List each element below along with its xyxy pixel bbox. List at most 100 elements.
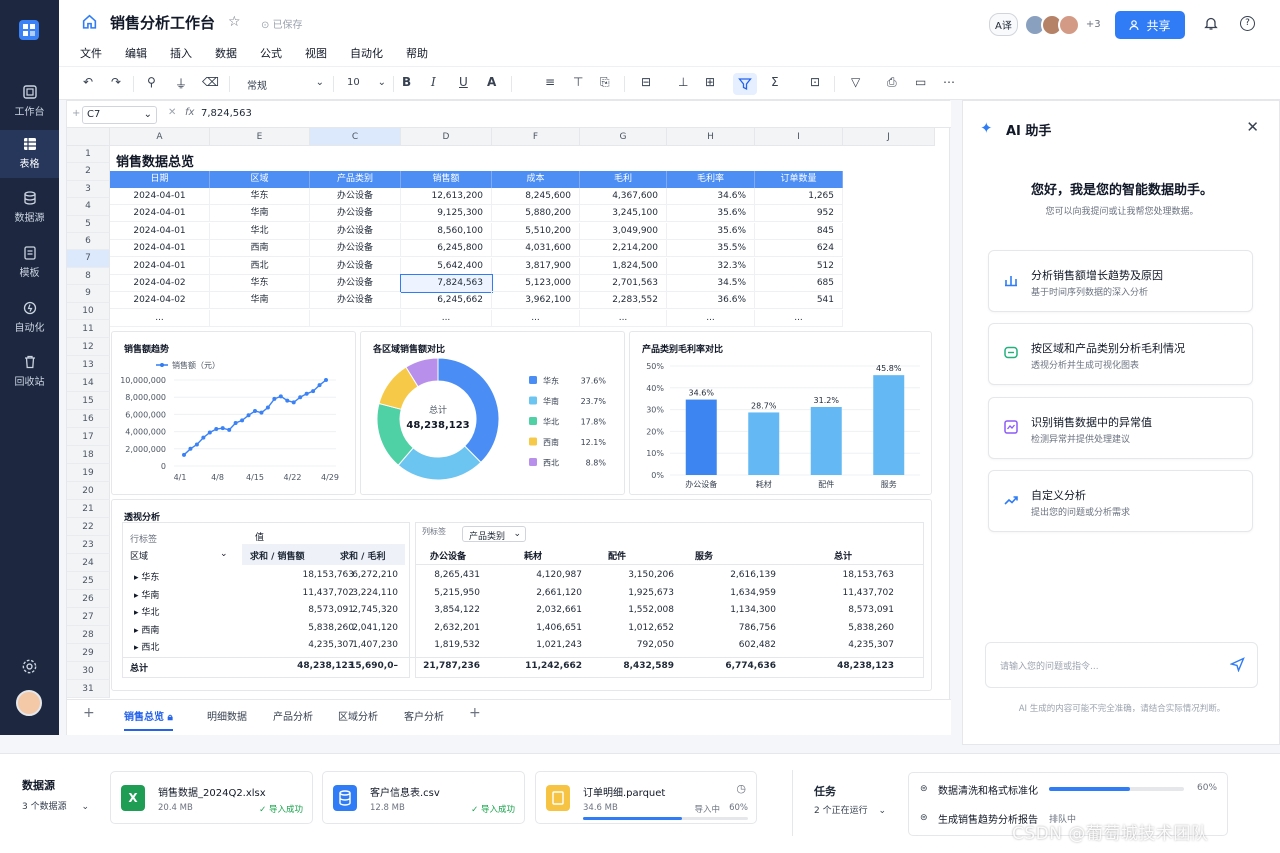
pivot-cell[interactable]: 8,432,589: [623, 660, 674, 671]
data-point[interactable]: [240, 418, 245, 423]
translate-button[interactable]: A译: [989, 13, 1018, 36]
pivot-cell[interactable]: 11,437,702: [302, 587, 354, 598]
pivot-cell[interactable]: 602,482: [738, 640, 776, 650]
chart-insert-icon[interactable]: ⊡: [810, 75, 821, 89]
pivot-column-header[interactable]: 总计: [834, 552, 853, 562]
data-point[interactable]: [311, 389, 316, 394]
data-point[interactable]: [304, 391, 309, 396]
table-cell[interactable]: 2024-04-02: [110, 292, 210, 310]
table-cell[interactable]: ...: [492, 309, 580, 327]
table-cell[interactable]: 685: [755, 275, 843, 292]
data-point[interactable]: [324, 378, 328, 382]
pivot-cell[interactable]: 15,690,0–: [349, 660, 398, 671]
data-point[interactable]: [272, 396, 277, 401]
tasks-count[interactable]: 2 个正在运行 ⌄: [814, 803, 886, 816]
table-cell[interactable]: 5,123,000: [492, 275, 580, 292]
table-cell[interactable]: 办公设备: [310, 257, 401, 275]
pivot-cell[interactable]: 1,925,673: [628, 587, 674, 598]
row-header[interactable]: 20: [67, 482, 110, 500]
row-header[interactable]: 31: [67, 680, 110, 698]
print-icon[interactable]: ⎙: [887, 75, 897, 89]
table-cell[interactable]: 5,642,400: [401, 257, 492, 275]
bar-chart-card[interactable]: 产品类别毛利率对比 0% 10% 20% 30% 40% 50% 34.6% 办公设备 28.7…: [629, 331, 932, 495]
freeze-icon[interactable]: ⊥: [678, 75, 689, 89]
table-cell[interactable]: 12,613,200: [401, 188, 492, 205]
table-cell[interactable]: 华北: [210, 222, 310, 240]
data-point[interactable]: [317, 383, 322, 388]
table-cell[interactable]: 2024-04-01: [110, 257, 210, 275]
data-point[interactable]: [182, 452, 186, 457]
pivot-cell[interactable]: 2,616,139: [730, 570, 776, 580]
pivot-cell[interactable]: 1,021,243: [536, 640, 582, 650]
row-header[interactable]: 23: [67, 536, 110, 554]
pivot-total-label[interactable]: 总计: [130, 661, 148, 674]
bar[interactable]: [810, 406, 842, 475]
table-cell[interactable]: 华东: [210, 275, 310, 292]
table-cell[interactable]: 6,245,800: [401, 240, 492, 258]
corner-header[interactable]: [67, 128, 110, 146]
table-cell[interactable]: 2024-04-02: [110, 275, 210, 292]
pivot-cell[interactable]: 5,838,260: [848, 622, 894, 633]
rail-item-sheets[interactable]: 表格: [0, 130, 59, 178]
collaborator-avatar[interactable]: [1057, 13, 1080, 36]
table-cell[interactable]: 5,510,200: [492, 222, 580, 240]
pivot-cell[interactable]: 6,272,210: [352, 570, 398, 580]
eraser-icon[interactable]: ⌫: [202, 75, 219, 89]
pivot-cell[interactable]: 4,235,307: [848, 640, 894, 650]
pivot-cell[interactable]: 8,573,091: [848, 605, 894, 615]
settings-icon[interactable]: [21, 658, 38, 675]
row-header[interactable]: 14: [67, 374, 110, 392]
task-item[interactable]: ⊜ 生成销售趋势分析报告 排队中: [908, 804, 1228, 833]
tab-sales-overview[interactable]: 销售总览 🔒︎: [124, 708, 173, 731]
file-card[interactable]: 客户信息表.csv 12.8 MB ✓ 导入成功: [322, 771, 525, 824]
table-cell[interactable]: 34.6%: [667, 188, 755, 205]
menu-help[interactable]: 帮助: [406, 47, 428, 60]
row-header[interactable]: 28: [67, 626, 110, 644]
file-card[interactable]: 订单明细.parquet 34.6 MB ◷ 导入中 60%: [535, 771, 757, 824]
pivot-cell[interactable]: 8,573,091: [308, 605, 354, 615]
merge-cells-icon[interactable]: ⊟: [641, 75, 652, 89]
pivot-cell[interactable]: 1,552,008: [628, 605, 674, 615]
table-cell[interactable]: 541: [755, 292, 843, 310]
send-icon[interactable]: [1230, 657, 1245, 672]
pivot-column-header[interactable]: 耗材: [524, 552, 543, 562]
pivot-column-header[interactable]: 办公设备: [430, 552, 467, 562]
row-header[interactable]: 17: [67, 428, 110, 446]
data-point[interactable]: [207, 430, 212, 435]
app-logo-icon[interactable]: [19, 20, 39, 40]
add-icon[interactable]: +: [72, 108, 81, 119]
table-cell[interactable]: 2024-04-01: [110, 240, 210, 258]
pivot-cell[interactable]: 48,238,123: [837, 660, 894, 671]
pivot-cell[interactable]: 18,153,763: [842, 570, 894, 580]
close-icon[interactable]: ✕: [1246, 118, 1259, 136]
menu-data[interactable]: 数据: [215, 47, 237, 60]
row-header[interactable]: 16: [67, 410, 110, 428]
row-header[interactable]: 30: [67, 662, 110, 680]
table-cell[interactable]: 35.6%: [667, 205, 755, 223]
table-cell[interactable]: 35.6%: [667, 222, 755, 240]
data-point[interactable]: [246, 413, 251, 418]
table-cell[interactable]: 2024-04-01: [110, 222, 210, 240]
pivot-cell[interactable]: 2,041,120: [352, 622, 398, 633]
table-cell[interactable]: 西北: [210, 257, 310, 275]
row-header[interactable]: 1: [67, 146, 110, 164]
row-header[interactable]: 25: [67, 572, 110, 590]
help-icon[interactable]: ?: [1240, 16, 1255, 31]
rail-item-datasource[interactable]: 数据源: [0, 186, 59, 234]
pivot-region-filter[interactable]: 区域 ⌄: [130, 549, 228, 562]
table-cell[interactable]: 2,214,200: [580, 240, 667, 258]
table-cell[interactable]: 8,560,100: [401, 222, 492, 240]
table-cell[interactable]: 西南: [210, 240, 310, 258]
data-point[interactable]: [214, 427, 219, 432]
clear-format-icon[interactable]: ⏚: [175, 77, 188, 91]
tab-region[interactable]: 区域分析: [338, 712, 378, 723]
row-header[interactable]: 26: [67, 590, 110, 608]
redo-icon[interactable]: ↷: [111, 75, 122, 89]
row-header[interactable]: 4: [67, 198, 110, 216]
data-point[interactable]: [285, 398, 290, 403]
pivot-cell[interactable]: 3,224,110: [352, 587, 398, 598]
row-header[interactable]: 2: [67, 163, 110, 181]
table-header-cell[interactable]: 毛利: [580, 171, 667, 188]
pivot-cell[interactable]: 48,238,123: [297, 660, 354, 671]
table-cell[interactable]: ...: [667, 309, 755, 327]
